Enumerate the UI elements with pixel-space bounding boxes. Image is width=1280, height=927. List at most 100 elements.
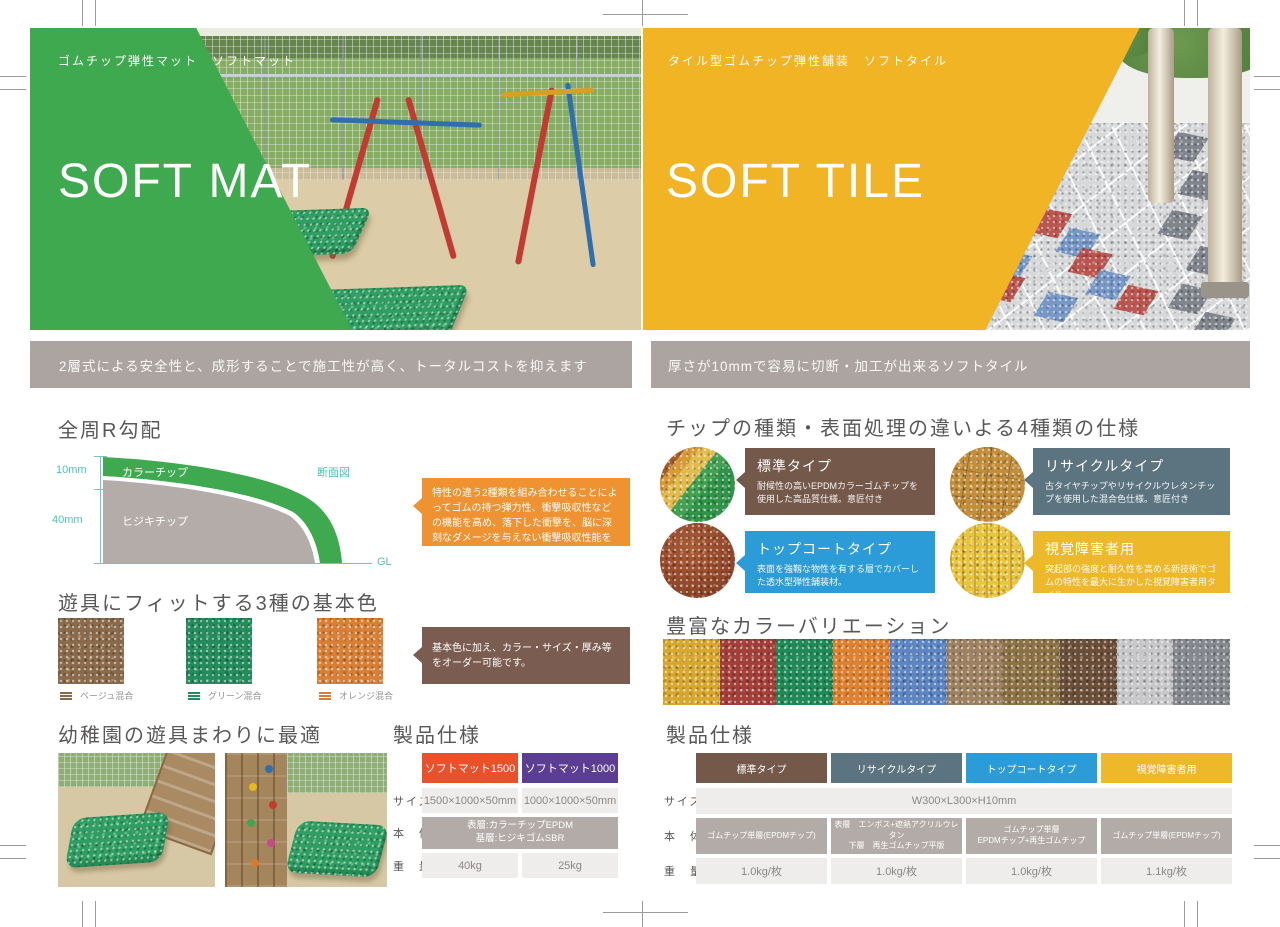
ground-label: GL [377, 556, 392, 568]
swatch-label-text: グリーン混合 [208, 691, 262, 701]
column-header-text: 視覚障害者用 [1136, 764, 1197, 776]
weight-cell: 25kg [522, 853, 618, 878]
weight-value: 1.0kg/枚 [876, 866, 917, 878]
visually-impaired-type-card: 視覚障害者用 突起部の強度と耐久性を高める新技術でゴムの特性を最大に生かした視覚… [1024, 531, 1230, 600]
fence-texture [287, 753, 387, 793]
body-line: 基層:ヒジキゴムSBR [475, 833, 565, 844]
size-value: 1500×1000×50mm [423, 794, 517, 807]
swatch-label-beige: ベージュ混合 [58, 689, 133, 702]
color-chip-sample [946, 639, 1004, 705]
color-variation-strip [663, 639, 1231, 705]
color-chip-sample [889, 639, 947, 705]
weight-value: 1.1kg/枚 [1146, 866, 1187, 878]
body-cell: 表層 エンボス+遮熱アクリルウレタン 下層 再生ゴムチップ平版 [831, 818, 962, 854]
size-value: W300×L300×H10mm [911, 795, 1017, 807]
recycle-type-photo [950, 447, 1025, 522]
cross-section-mound [103, 457, 342, 563]
weight-cell: 1.1kg/枚 [1101, 858, 1232, 884]
body-line: 下層 再生ゴムチップ平版 [848, 841, 945, 851]
topcoat-type-photo [660, 523, 735, 598]
type-name: 視覚障害者用 [1045, 541, 1135, 557]
climbing-hold [251, 859, 259, 867]
floor-edge-tile [1157, 209, 1203, 241]
soft-tile-spec-table: 標準タイプ リサイクルタイプ トップコートタイプ 視覚障害者用 サイズ W300… [660, 753, 1232, 886]
kindergarten-heading: 幼稚園の遊具まわりに最適 [58, 725, 322, 747]
color-chip-sample [663, 639, 720, 705]
green-mat [64, 811, 171, 869]
fence-rail [30, 74, 641, 77]
climbing-hold [267, 839, 275, 847]
soft-mat-title: SOFT MAT [58, 155, 313, 208]
body-line: ゴムチップ単層 [1003, 825, 1060, 835]
swatch-green [186, 618, 252, 684]
crop-mark [0, 858, 26, 859]
swatch-label-text: オレンジ混合 [339, 691, 394, 701]
crop-mark [1254, 845, 1280, 846]
body-cell: ゴムチップ単層(EPDMチップ) [1101, 818, 1232, 854]
crop-mark [1197, 0, 1198, 26]
climbing-hold [249, 783, 257, 791]
soft-mat-spec-table: ソフトマット1500 ソフトマット1000 サイズ 1500×1000×50mm… [393, 753, 632, 879]
color-chip-sample [1173, 639, 1231, 705]
type-name: リサイクルタイプ [1045, 458, 1165, 474]
crop-mark [642, 0, 643, 26]
order-callout: 基本色に加え、カラー・サイズ・厚み等をオーダー可能です。 [413, 627, 630, 684]
row-label-weight: 重 量 [664, 866, 703, 878]
body-cell: 表層:カラーチップEPDM 基層:ヒジキゴムSBR [422, 817, 618, 849]
column-header-text: ソフトマット1000 [524, 763, 616, 775]
crop-mark [1254, 858, 1280, 859]
column-header: リサイクルタイプ [831, 753, 962, 783]
type-desc: 表面を強靱な物性を有する層でカバーした透水型弾性舗装材。 [757, 564, 920, 588]
type-name: 標準タイプ [757, 458, 832, 474]
ground-line [100, 563, 372, 564]
weight-value: 40kg [458, 859, 482, 872]
weight-cell: 1.0kg/枚 [831, 858, 962, 884]
section-view-label: 断面図 [317, 467, 350, 479]
pillar [1148, 28, 1174, 203]
body-cell: ゴムチップ単層 EPDMチップ+再生ゴムチップ [966, 818, 1097, 854]
column-header-text: リサイクルタイプ [856, 764, 937, 776]
swatch-label-green: グリーン混合 [186, 689, 262, 702]
crop-mark [1184, 901, 1185, 927]
base-colors-heading: 遊具にフィットする3種の基本色 [58, 593, 379, 615]
order-callout-text: 基本色に加え、カラー・サイズ・厚み等をオーダー可能です。 [432, 642, 612, 669]
size-cell-merged: W300×L300×H10mm [696, 788, 1232, 814]
column-header-text: ソフトマット1500 [424, 763, 516, 775]
color-chip-icon [319, 691, 331, 700]
crop-mark [642, 901, 643, 927]
column-header: 視覚障害者用 [1101, 753, 1232, 783]
swatch-orange [317, 618, 383, 684]
color-chip-icon [188, 691, 200, 700]
crop-mark [1254, 89, 1280, 90]
soft-mat-hero: ゴムチップ弾性マット ソフトマット SOFT MAT [30, 28, 641, 330]
body-cell: ゴムチップ単層(EPDMチップ) [696, 818, 827, 854]
pillar-base [1201, 282, 1249, 298]
column-header-text: 標準タイプ [736, 764, 787, 776]
color-chip-sample [1059, 639, 1117, 705]
crop-mark [82, 901, 83, 927]
body-line: 表層:カラーチップEPDM [466, 820, 574, 832]
crop-mark [95, 901, 96, 927]
kindergarten-photo-2 [225, 753, 387, 887]
crop-mark [603, 912, 688, 913]
topcoat-type-card: トップコートタイプ 表面を強靱な物性を有する層でカバーした透水型弾性舗装材。 [736, 531, 935, 593]
weight-value: 1.0kg/枚 [741, 866, 782, 878]
body-line: ゴムチップ単層(EPDMチップ) [707, 830, 816, 840]
standard-type-photo [660, 447, 735, 522]
r-slope-heading: 全周R勾配 [58, 420, 163, 442]
crop-mark [1197, 901, 1198, 927]
crop-mark [95, 0, 96, 26]
swatch-label-text: ベージュ混合 [80, 691, 134, 701]
soft-tile-banner-text: 厚さが10mmで容易に切断・加工が出来るソフトタイル [668, 358, 1029, 374]
color-chip-sample [833, 639, 890, 705]
type-desc: 耐候性の高いEPDMカラーゴムチップを使用した高品質仕様。意匠付き [757, 481, 919, 505]
body-line: EPDMチップ+再生ゴムチップ [977, 836, 1086, 845]
dim-bottom-label: 40mm [52, 514, 83, 526]
climbing-wall [225, 753, 287, 887]
crop-mark [0, 89, 26, 90]
climbing-hold [269, 801, 277, 809]
visually-impaired-type-photo [950, 523, 1025, 598]
floor-tile [1033, 291, 1079, 323]
weight-value: 25kg [558, 859, 582, 872]
column-header: ソフトマット1500 [422, 753, 518, 783]
